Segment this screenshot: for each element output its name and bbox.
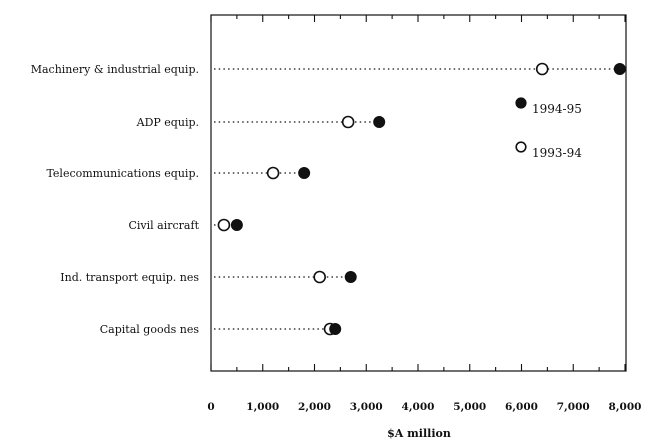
dot-1994-95 <box>230 219 243 231</box>
legend-item-1993-94: 1993-94 <box>515 141 582 160</box>
dot-1994-95 <box>298 167 311 179</box>
legend-item-1994-95: 1994-95 <box>515 97 582 116</box>
category-label: Ind. transport equip. nes <box>60 271 199 284</box>
dot-1993-94 <box>535 62 549 76</box>
dot-1994-95 <box>373 116 386 128</box>
category-label: Capital goods nes <box>100 323 200 336</box>
legend-marker <box>515 97 527 109</box>
category-row: Ind. transport equip. nes <box>60 270 357 284</box>
x-tick-label: 0 <box>207 401 214 413</box>
category-row: Machinery & industrial equip. <box>31 62 626 76</box>
category-row: Civil aircraft <box>129 218 243 232</box>
bottom-axis-ticks <box>210 364 626 371</box>
dot-1994-95 <box>344 271 357 283</box>
legend-label: 1994-95 <box>532 102 582 116</box>
legend-marker <box>515 141 527 153</box>
legend-label: 1993-94 <box>532 146 582 160</box>
category-label: ADP equip. <box>136 116 199 129</box>
dot-1994-95 <box>613 63 626 75</box>
dot-1994-95 <box>329 323 342 335</box>
x-tick-labels: 0 1,000 2,000 3,000 4,000 5,000 6,000 7,000 8,00… <box>207 401 641 413</box>
legend: 1994-95 1993-94 <box>515 97 582 160</box>
x-tick-label: 6,000 <box>505 401 538 413</box>
x-tick-label: 1,000 <box>246 401 279 413</box>
dot-1993-94 <box>266 166 280 180</box>
category-label: Machinery & industrial equip. <box>31 63 199 76</box>
x-tick-label: 5,000 <box>453 401 486 413</box>
x-tick-label: 4,000 <box>402 401 435 413</box>
x-tick-label: 3,000 <box>350 401 383 413</box>
category-rows: Machinery & industrial equip. ADP equip. T… <box>31 62 626 336</box>
dot-1993-94 <box>341 115 355 129</box>
x-tick-label: 2,000 <box>298 401 331 413</box>
x-axis-title: $A million <box>387 427 451 440</box>
category-row: ADP equip. <box>136 115 386 129</box>
category-label: Telecommunications equip. <box>46 167 199 180</box>
category-label: Civil aircraft <box>129 219 200 232</box>
category-row: Telecommunications equip. <box>46 166 311 180</box>
dot-1993-94 <box>313 270 326 284</box>
x-tick-label: 8,000 <box>609 401 642 413</box>
plot-frame <box>210 14 627 372</box>
x-tick-label: 7,000 <box>557 401 590 413</box>
dot-1993-94 <box>217 218 231 232</box>
category-row: Capital goods nes <box>100 322 342 336</box>
top-axis-ticks <box>210 15 626 22</box>
